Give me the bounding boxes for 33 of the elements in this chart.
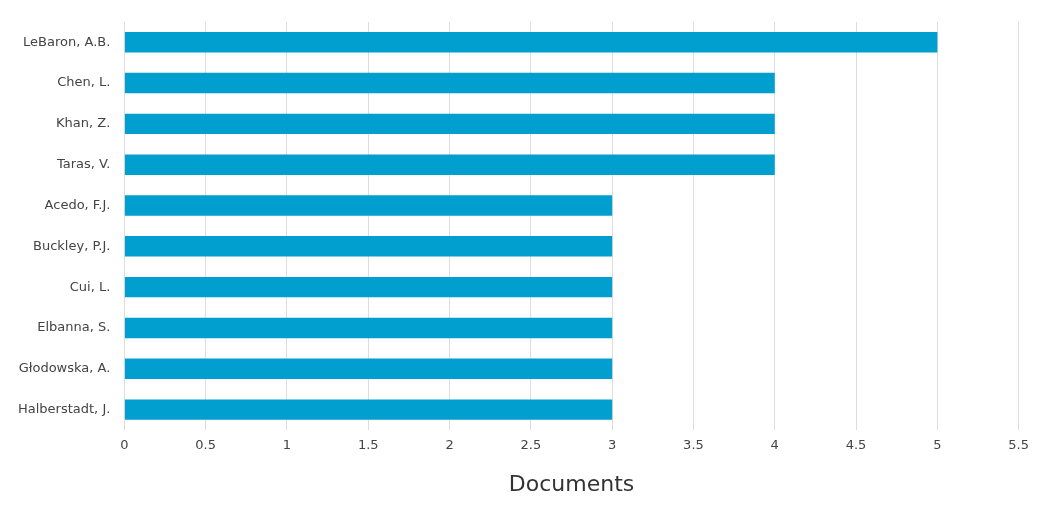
bar	[124, 32, 938, 53]
bar	[124, 236, 613, 257]
x-tick-label: 4.5	[845, 437, 867, 453]
y-tick-label: Głodowska, A.	[18, 360, 111, 376]
y-tick-label: Chen, L.	[57, 74, 111, 90]
bar	[124, 358, 613, 379]
y-tick-label: Buckley, P.J.	[33, 237, 111, 253]
bar	[124, 113, 775, 135]
x-tick-label: 5.5	[1008, 437, 1030, 453]
bar	[124, 276, 613, 298]
y-tick-label: Acedo, F.J.	[44, 196, 111, 212]
x-tick-label: 1.5	[357, 437, 379, 453]
x-tick-label: 3.5	[683, 437, 704, 453]
y-tick-label: Taras, V.	[55, 156, 111, 172]
y-tick-label: Khan, Z.	[56, 115, 111, 131]
x-tick-label: 0	[120, 437, 129, 453]
x-axis-title: Documents	[508, 470, 635, 496]
bar	[124, 195, 613, 216]
y-tick-label: Halberstadt, J.	[17, 400, 111, 416]
x-tick-label: 2	[445, 437, 454, 453]
x-tick-label: 4	[770, 437, 779, 453]
bar	[124, 317, 613, 339]
y-tick-label: LeBaron, A.B.	[23, 33, 111, 49]
bar	[124, 399, 613, 420]
bar	[124, 154, 775, 175]
y-tick-label: Elbanna, S.	[37, 319, 111, 335]
x-tick-label: 5	[933, 437, 942, 453]
x-tick-label: 3	[608, 437, 617, 453]
x-tick-label: 0.5	[195, 437, 217, 453]
x-tick-label: 1	[282, 437, 292, 453]
bar	[124, 72, 775, 94]
y-tick-label: Cui, L.	[69, 278, 111, 294]
x-tick-label: 2.5	[520, 437, 542, 453]
